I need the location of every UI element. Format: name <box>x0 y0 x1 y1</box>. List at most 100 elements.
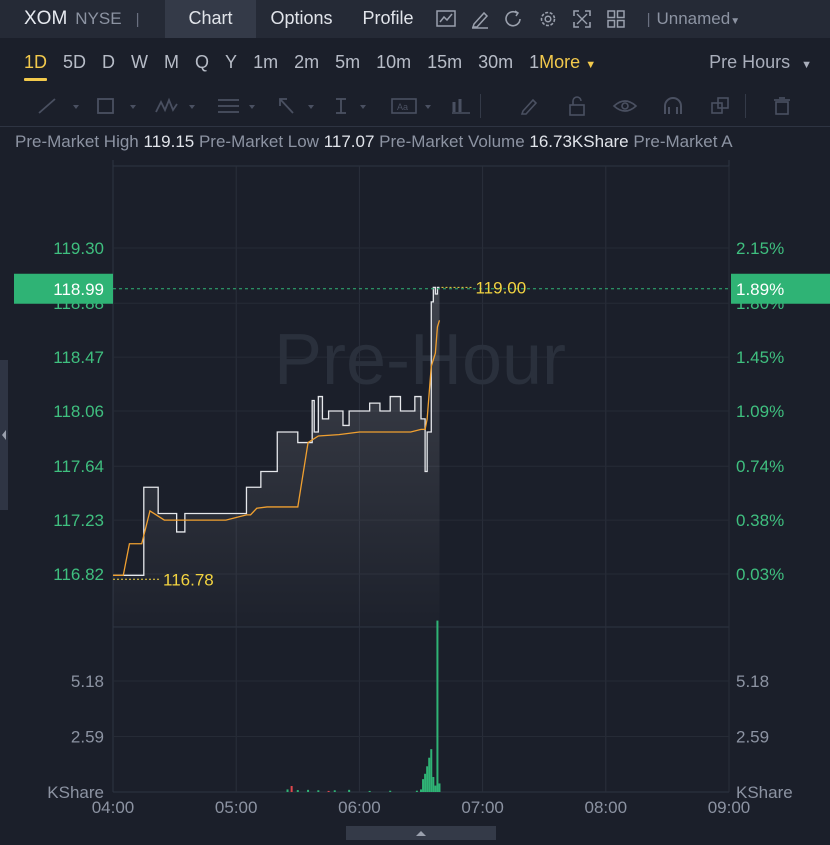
fib-icon[interactable] <box>206 86 268 126</box>
percent-tick-label: 0.03% <box>736 565 784 584</box>
line-chart-icon[interactable] <box>429 0 463 38</box>
period-2m[interactable]: 2m <box>294 52 320 72</box>
price-chart[interactable]: Pre-Hour 04:00 05:00 06:00 07:00 08:00 09:00 1… <box>0 160 830 826</box>
stat-low-label: Pre-Market Low <box>198 132 319 151</box>
period-bar: 1D 5D D W M Q Y 1m 2m 5m 10m 15m 30m 1 M… <box>0 40 830 84</box>
edit-icon[interactable] <box>463 0 497 38</box>
current-percent-badge <box>731 273 830 304</box>
volume-bar <box>426 766 429 792</box>
trash-icon[interactable] <box>762 86 802 126</box>
exchange-label: NYSE <box>75 9 122 28</box>
volume-bar <box>422 779 425 792</box>
period-1d[interactable]: 1D <box>16 40 55 84</box>
stock-symbol: XOM <box>24 8 68 29</box>
tab-chart[interactable]: Chart <box>165 0 256 38</box>
volume-bar <box>432 777 435 792</box>
pattern-icon[interactable] <box>144 86 206 126</box>
more-label: More <box>539 51 581 72</box>
header-bar: XOM NYSE | Chart Options Profile | Unnam… <box>0 0 830 39</box>
premarket-stats: Pre-Market High 119.15 Pre-Market Low 11… <box>0 132 830 160</box>
volume-bar <box>434 785 437 792</box>
tab-options[interactable]: Options <box>270 8 333 28</box>
volume-bar <box>327 790 330 792</box>
volume-bars-group <box>286 620 441 792</box>
price-tick-label: 117.23 <box>53 511 104 530</box>
lines-group <box>113 286 729 580</box>
average-price-line <box>113 320 441 576</box>
tab-profile[interactable]: Profile <box>362 8 414 28</box>
price-tick-label: 117.64 <box>53 457 104 476</box>
current-percent-label: 1.89% <box>736 280 784 299</box>
period-y[interactable]: Y <box>225 52 238 72</box>
volume-tick-label-right: 2.59 <box>736 728 769 747</box>
price-line <box>113 286 440 576</box>
period-1[interactable]: 1 <box>529 52 540 72</box>
price-tick-label: 119.30 <box>53 239 104 258</box>
current-price-badge <box>14 273 113 304</box>
arrow-icon[interactable] <box>268 86 324 126</box>
more-periods-button[interactable]: More ▼ <box>539 52 596 73</box>
high-marker-label: 119.00 <box>475 278 526 297</box>
percent-tick-label: 0.74% <box>736 457 784 476</box>
bar-pattern-icon[interactable] <box>442 86 480 126</box>
volume-bar <box>436 620 439 792</box>
volume-unit-label-right: KShare <box>736 783 793 802</box>
measure-icon[interactable] <box>324 86 380 126</box>
period-m[interactable]: M <box>164 52 180 72</box>
time-tick-label: 09:00 <box>708 798 751 817</box>
refresh-icon[interactable] <box>497 0 531 38</box>
session-label: Pre Hours <box>709 52 791 72</box>
lock-icon[interactable] <box>553 86 601 126</box>
period-w[interactable]: W <box>131 52 149 72</box>
settings-icon[interactable] <box>531 0 565 38</box>
bottom-panel-handle[interactable] <box>346 826 496 840</box>
text-icon[interactable]: Aa <box>380 86 442 126</box>
time-tick-label: 05:00 <box>215 798 258 817</box>
header-separator: | <box>135 10 140 28</box>
price-area-group <box>113 287 440 627</box>
time-tick-label: 08:00 <box>585 798 628 817</box>
rectangle-icon[interactable] <box>88 86 144 126</box>
period-15m[interactable]: 15m <box>427 52 463 72</box>
layout-name: Unnamed <box>656 9 731 28</box>
drawing-toolbar: Aa <box>0 86 830 127</box>
brush-icon[interactable] <box>505 86 553 126</box>
fullscreen-icon[interactable] <box>565 0 599 38</box>
volume-bar <box>415 790 418 792</box>
period-q[interactable]: Q <box>195 52 210 72</box>
period-30m[interactable]: 30m <box>478 52 514 72</box>
layout-name-dropdown[interactable]: Unnamed▼ <box>656 9 740 29</box>
copy-icon[interactable] <box>697 86 745 126</box>
price-tick-label: 118.47 <box>53 348 104 367</box>
percent-tick-label: 2.15% <box>736 239 784 258</box>
session-dropdown[interactable]: Pre Hours ▼ <box>709 40 812 87</box>
layout-grid-icon[interactable] <box>599 0 633 38</box>
volume-bar <box>424 773 427 792</box>
magnet-icon[interactable] <box>649 86 697 126</box>
volume-bar <box>307 789 310 792</box>
volume-bar <box>317 790 320 792</box>
side-panel-handle[interactable] <box>0 360 8 510</box>
percent-tick-label: 0.38% <box>736 511 784 530</box>
period-10m[interactable]: 10m <box>376 52 412 72</box>
header-separator-2: | <box>646 10 651 28</box>
time-tick-label: 04:00 <box>92 798 135 817</box>
period-5m[interactable]: 5m <box>335 52 361 72</box>
stat-high-value: 119.15 <box>143 132 195 151</box>
trend-line-icon[interactable] <box>26 86 88 126</box>
volume-bar <box>333 790 336 792</box>
period-1m[interactable]: 1m <box>253 52 279 72</box>
period-5d[interactable]: 5D <box>63 52 87 72</box>
chevron-down-icon: ▼ <box>730 16 741 27</box>
time-tick-label: 06:00 <box>338 798 381 817</box>
volume-bar <box>296 790 299 792</box>
volume-bar <box>286 789 289 792</box>
stat-volume-value: 16.73KShare <box>529 132 629 151</box>
low-marker-label: 116.78 <box>163 570 214 589</box>
current-price-label: 118.99 <box>53 280 104 299</box>
stat-low-value: 117.07 <box>323 132 375 151</box>
volume-tick-label: 5.18 <box>71 672 104 691</box>
period-d[interactable]: D <box>102 52 116 72</box>
svg-text:Aa: Aa <box>397 102 408 112</box>
eye-icon[interactable] <box>601 86 649 126</box>
